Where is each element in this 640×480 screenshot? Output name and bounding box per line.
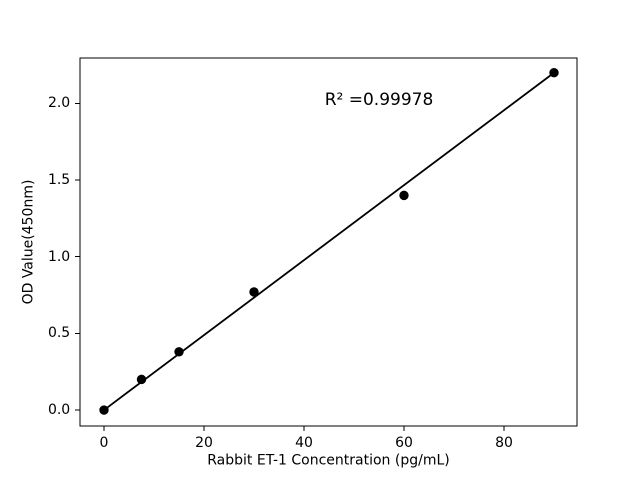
data-point-marker [174,347,184,357]
x-axis-label: Rabbit ET-1 Concentration (pg/mL) [207,452,450,469]
y-axis-label: OD Value(450nm) [20,179,37,305]
y-tick-label: 1.0 [47,248,71,265]
data-point-marker [99,405,109,415]
r-squared-annotation: R² =0.99978 [324,90,434,111]
data-point-marker [399,190,409,201]
x-tick-label: 0 [99,434,109,451]
y-tick-label: 0.5 [47,325,71,342]
fit-line [103,71,555,411]
y-tick-label: 1.5 [47,172,71,189]
y-tick-label: 2.0 [47,95,71,112]
x-tick-label: 80 [495,434,513,451]
data-point-marker [249,287,259,297]
x-tick-label: 20 [195,434,213,451]
plot-spines [79,57,578,427]
x-tick-label: 40 [295,434,313,451]
y-tick-label: 0.0 [47,402,71,419]
data-point-marker [136,374,147,385]
x-tick-label: 60 [395,434,413,451]
data-point-marker [549,68,559,78]
